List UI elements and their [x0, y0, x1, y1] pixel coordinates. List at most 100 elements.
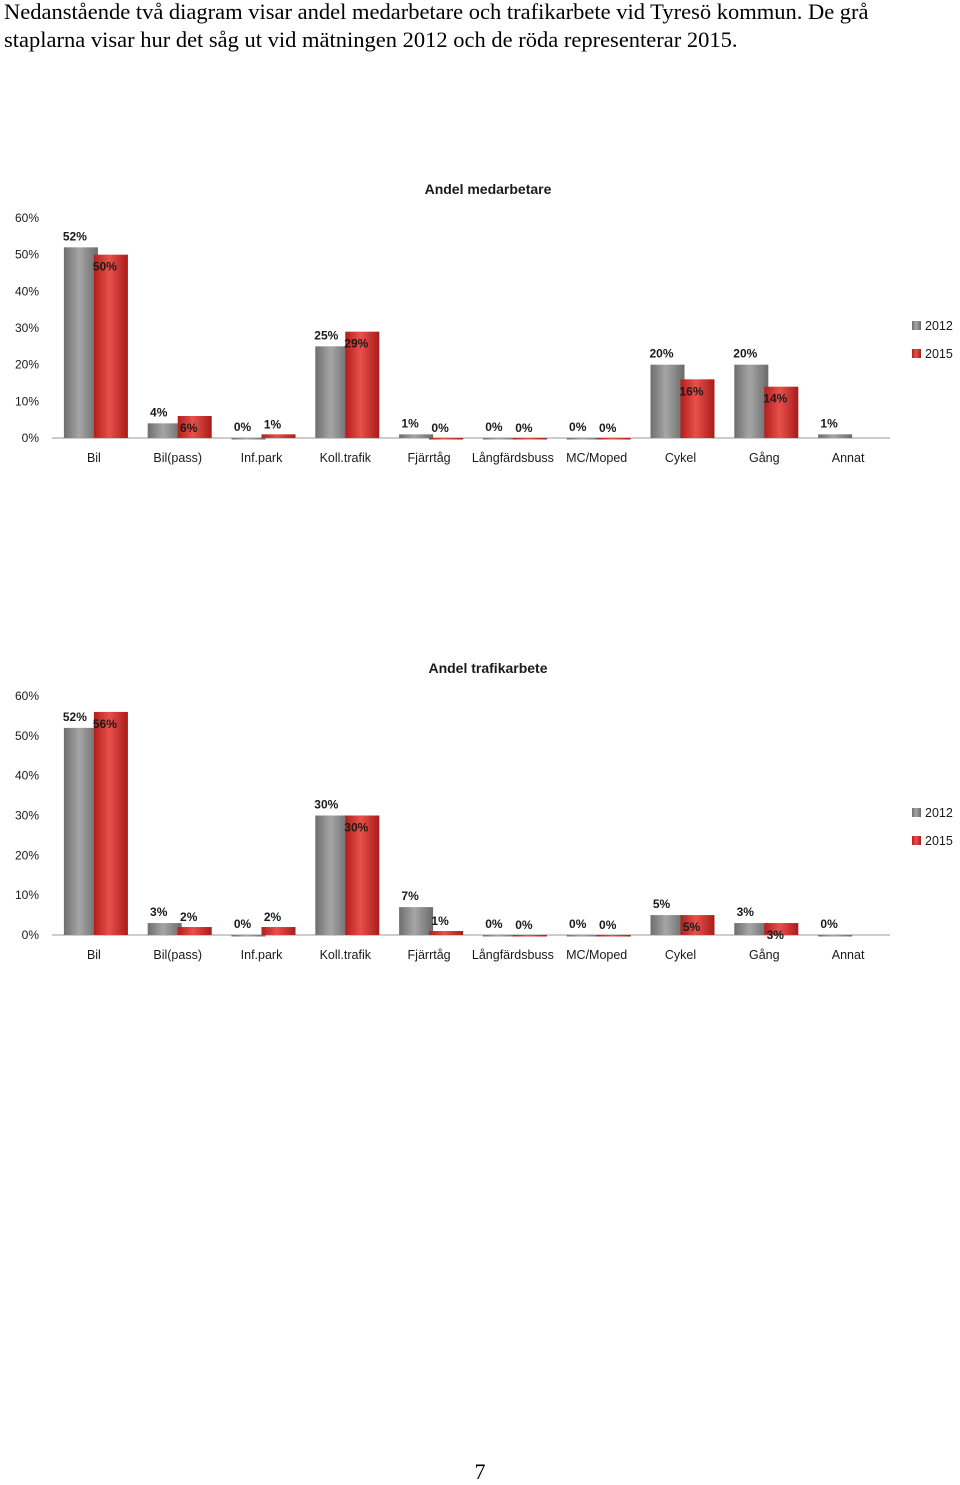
x-tick-label: Långfärdsbuss — [472, 451, 554, 465]
category-group: 0% 0% Långfärdsbuss — [472, 917, 554, 962]
bar-2012 — [147, 423, 182, 438]
data-label-2012: 20% — [733, 347, 757, 361]
bar-2012 — [63, 727, 98, 935]
data-label-2015: 5% — [683, 920, 701, 934]
intro-line-2: staplarna visar hur det såg ut vid mätni… — [4, 27, 738, 52]
bar-2015 — [177, 416, 212, 438]
data-label-2012: 30% — [314, 798, 338, 812]
legend-swatch — [912, 808, 921, 817]
data-label-2015: 2% — [264, 910, 282, 924]
data-label-2012: 52% — [63, 229, 87, 243]
y-tick-label: 60% — [15, 689, 39, 703]
data-label-2012: 0% — [569, 420, 587, 434]
intro-text: Nedanstående två diagram visar andel med… — [4, 0, 960, 54]
bar-2012 — [315, 815, 350, 935]
data-label-2015: 50% — [93, 260, 117, 274]
category-group: 25% 29% Koll.trafik — [314, 328, 380, 465]
legend-swatch — [912, 321, 921, 330]
category-group: 20% 14% Gång — [733, 347, 799, 465]
intro-line-1: Nedanstående två diagram visar andel med… — [4, 0, 869, 24]
legend-swatch — [912, 836, 921, 845]
bar-2012 — [315, 346, 350, 438]
page-number: 7 — [474, 1459, 486, 1484]
data-label-2012: 20% — [649, 347, 673, 361]
data-label-2015: 0% — [515, 918, 533, 932]
data-label-2012: 0% — [485, 420, 503, 434]
x-tick-label: Koll.trafik — [320, 451, 372, 465]
data-label-2012: 0% — [234, 917, 252, 931]
x-tick-label: Koll.trafik — [320, 948, 372, 962]
y-tick-label: 0% — [22, 431, 40, 445]
legend-label: 2015 — [925, 347, 953, 361]
bar-2012 — [566, 935, 601, 937]
data-label-2015: 0% — [431, 421, 449, 435]
legend: 2012 2015 — [912, 806, 953, 848]
data-label-2012: 25% — [314, 328, 338, 342]
category-group: 0% 2% Inf.park — [231, 910, 296, 962]
bar-2015 — [764, 386, 799, 438]
data-label-2015: 3% — [767, 928, 785, 942]
data-label-2015: 2% — [180, 910, 198, 924]
bar-2012 — [650, 364, 685, 438]
x-tick-label: Inf.park — [241, 451, 283, 465]
bar-2015 — [93, 711, 128, 935]
bar-2012 — [482, 935, 517, 937]
bar-2012 — [63, 247, 98, 438]
data-label-2012: 0% — [485, 917, 503, 931]
data-label-2012: 0% — [234, 420, 252, 434]
bar-2012 — [231, 935, 266, 937]
legend-swatch — [912, 349, 921, 358]
bar-2012 — [818, 935, 853, 937]
y-tick-label: 40% — [15, 284, 39, 298]
bar-2012 — [566, 438, 601, 440]
data-label-2012: 1% — [820, 416, 838, 430]
x-tick-label: Gång — [749, 451, 780, 465]
category-group: 0% Annat — [818, 917, 865, 962]
bar-2015 — [680, 379, 715, 438]
category-group: 1% Annat — [818, 416, 865, 465]
x-tick-label: Gång — [749, 948, 780, 962]
x-tick-label: Bil(pass) — [153, 451, 202, 465]
legend-label: 2012 — [925, 806, 953, 820]
data-label-2015: 0% — [599, 918, 617, 932]
bar-2012 — [650, 915, 685, 935]
x-tick-label: MC/Moped — [566, 451, 627, 465]
category-group: 7% 1% Fjärrtåg — [399, 889, 464, 962]
x-tick-label: Cykel — [665, 451, 696, 465]
bar-2012 — [231, 438, 266, 440]
category-group: 3% 2% Bil(pass) — [147, 905, 212, 962]
category-group: 52% 56% Bil — [63, 710, 128, 962]
category-group: 5% 5% Cykel — [650, 897, 715, 962]
category-group: 0% 0% Långfärdsbuss — [472, 420, 554, 465]
bar-2015 — [680, 915, 715, 935]
x-tick-label: Annat — [832, 451, 865, 465]
bar-2015 — [764, 923, 799, 935]
y-tick-label: 10% — [15, 394, 39, 408]
data-label-2012: 1% — [401, 416, 419, 430]
bar-2015 — [261, 927, 296, 935]
x-tick-label: Inf.park — [241, 948, 283, 962]
data-label-2012: 52% — [63, 710, 87, 724]
x-tick-label: Långfärdsbuss — [472, 948, 554, 962]
legend-label: 2015 — [925, 834, 953, 848]
category-group: 0% 0% MC/Moped — [566, 917, 631, 962]
data-label-2015: 14% — [763, 392, 787, 406]
legend: 2012 2015 — [912, 319, 953, 361]
data-label-2015: 0% — [599, 421, 617, 435]
bar-2012 — [399, 434, 434, 438]
bar-2012 — [147, 923, 182, 935]
chart-andel-trafikarbete: Andel trafikarbete 0% 10% 20% 30% 40% 50% 60% 52… — [15, 660, 953, 962]
data-label-2012: 0% — [820, 917, 838, 931]
bar-2015 — [512, 438, 547, 440]
bar-2015 — [429, 438, 464, 440]
x-tick-label: Cykel — [665, 948, 696, 962]
y-tick-label: 10% — [15, 888, 39, 902]
bar-2012 — [818, 434, 853, 438]
bar-2015 — [177, 927, 212, 935]
y-tick-label: 20% — [15, 848, 39, 862]
bar-2015 — [596, 438, 631, 440]
x-tick-label: Bil — [87, 948, 101, 962]
y-tick-label: 60% — [15, 211, 39, 225]
category-group: 3% 3% Gång — [734, 905, 799, 962]
bar-2012 — [734, 364, 769, 438]
